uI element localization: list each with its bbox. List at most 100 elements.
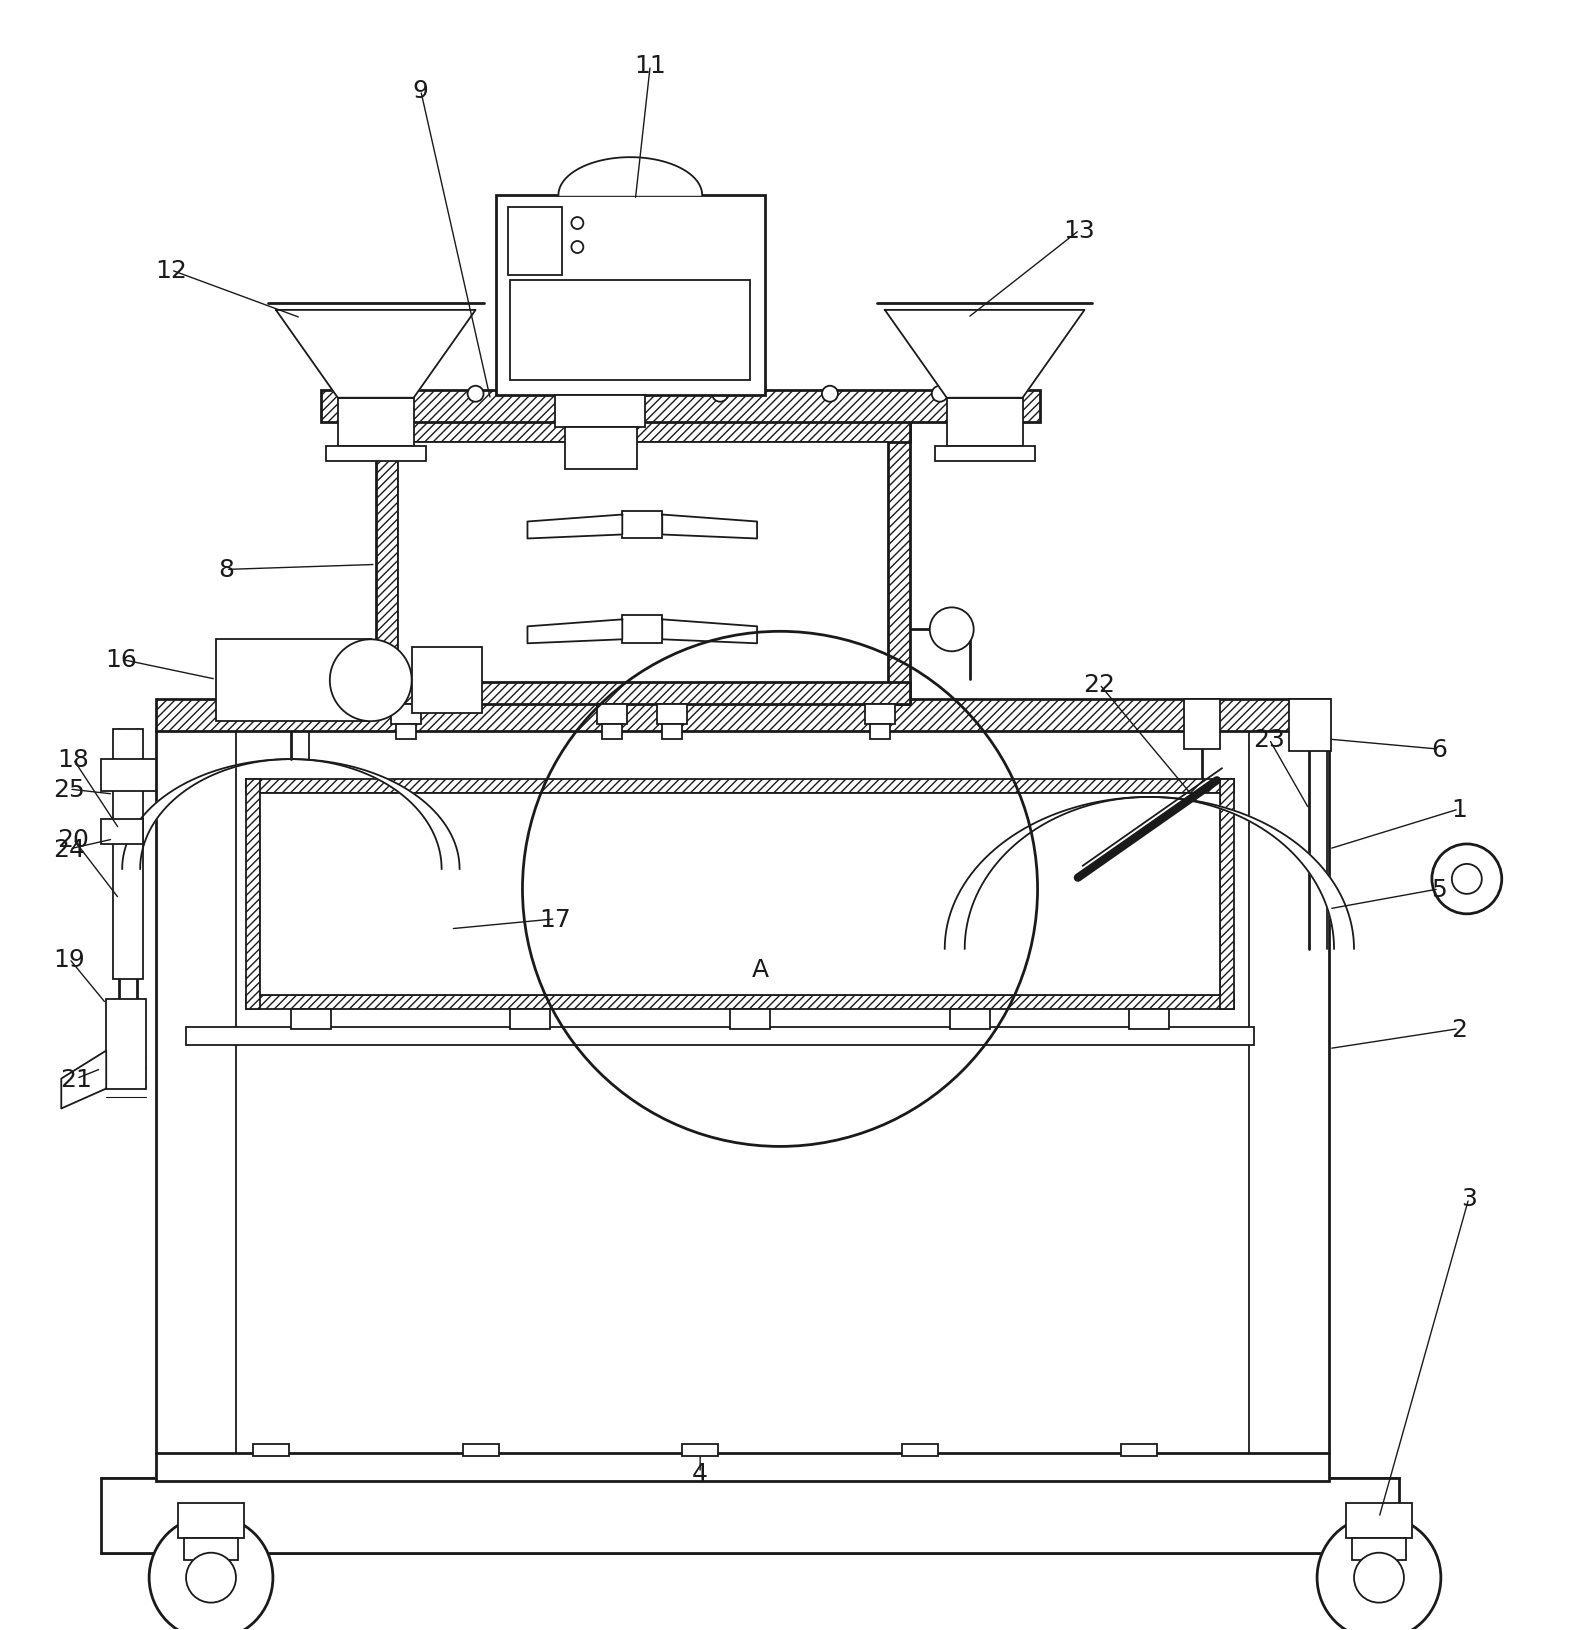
Bar	[1129, 1009, 1169, 1029]
Polygon shape	[945, 797, 1354, 949]
Bar	[1347, 1503, 1412, 1537]
Circle shape	[382, 386, 398, 403]
Bar	[902, 1444, 937, 1456]
Bar	[657, 704, 687, 725]
Polygon shape	[122, 760, 460, 869]
Polygon shape	[276, 311, 476, 398]
Bar	[869, 725, 890, 740]
Bar	[246, 779, 260, 1009]
Polygon shape	[558, 158, 703, 196]
Bar	[864, 704, 895, 725]
Bar	[565, 427, 638, 469]
Bar	[376, 421, 398, 704]
Text: 8: 8	[217, 557, 235, 582]
Circle shape	[1451, 864, 1481, 895]
Bar	[376, 421, 910, 442]
Bar	[511, 1009, 550, 1029]
Text: 22: 22	[1083, 673, 1115, 696]
Circle shape	[149, 1516, 273, 1630]
Text: 11: 11	[634, 54, 666, 78]
Bar	[246, 779, 1234, 794]
Bar	[1185, 699, 1220, 750]
Text: 19: 19	[54, 947, 86, 971]
Bar	[390, 704, 420, 725]
Circle shape	[468, 386, 484, 403]
Bar	[682, 1444, 718, 1456]
Polygon shape	[663, 515, 757, 540]
Bar	[184, 1537, 238, 1560]
Bar	[398, 442, 888, 683]
Text: 17: 17	[539, 908, 571, 931]
Circle shape	[571, 241, 584, 254]
Text: A: A	[752, 957, 769, 981]
Circle shape	[330, 641, 412, 722]
Bar	[376, 683, 910, 704]
Bar	[412, 647, 482, 714]
Text: 24: 24	[54, 838, 86, 861]
Text: 2: 2	[1451, 1017, 1467, 1042]
Circle shape	[931, 386, 948, 403]
Bar	[555, 396, 646, 427]
Circle shape	[573, 386, 588, 403]
Bar	[395, 725, 416, 740]
Text: 4: 4	[691, 1460, 709, 1485]
Text: 1: 1	[1451, 797, 1467, 822]
Text: 25: 25	[54, 778, 86, 802]
Circle shape	[571, 218, 584, 230]
Bar	[155, 699, 1329, 732]
Bar	[113, 730, 143, 980]
Text: 16: 16	[105, 647, 136, 672]
Bar	[888, 421, 910, 704]
Bar	[178, 1503, 244, 1537]
Text: 21: 21	[60, 1068, 92, 1090]
Polygon shape	[885, 311, 1085, 398]
Bar	[186, 1027, 1255, 1045]
Bar	[622, 512, 663, 540]
Circle shape	[712, 386, 728, 403]
Bar	[950, 1009, 990, 1029]
Bar	[511, 280, 750, 380]
Bar	[663, 725, 682, 740]
Bar	[1220, 779, 1234, 1009]
Bar	[106, 999, 146, 1089]
Bar	[603, 725, 622, 740]
Bar	[598, 704, 628, 725]
Bar	[102, 760, 155, 792]
Bar	[155, 1452, 1329, 1482]
Bar	[1121, 1444, 1158, 1456]
Polygon shape	[663, 619, 757, 644]
Circle shape	[822, 386, 837, 403]
Bar	[508, 209, 563, 275]
Bar	[622, 616, 663, 644]
Text: 20: 20	[57, 828, 89, 851]
Text: 5: 5	[1431, 877, 1446, 901]
Polygon shape	[528, 619, 622, 644]
Bar	[252, 1444, 289, 1456]
Bar	[260, 794, 1220, 994]
Text: 3: 3	[1461, 1187, 1477, 1211]
Circle shape	[1354, 1553, 1404, 1602]
Bar	[320, 391, 1039, 422]
Polygon shape	[528, 515, 622, 540]
Text: 12: 12	[155, 259, 187, 282]
Text: 13: 13	[1064, 218, 1096, 243]
Bar	[102, 1478, 1399, 1553]
Bar	[325, 447, 425, 461]
Bar	[934, 447, 1034, 461]
Text: 23: 23	[1253, 727, 1285, 751]
Circle shape	[1316, 1516, 1440, 1630]
Bar	[102, 820, 143, 844]
Bar	[216, 641, 371, 722]
Text: 9: 9	[412, 80, 428, 103]
Text: 6: 6	[1431, 738, 1446, 761]
Bar	[338, 398, 414, 447]
Bar	[495, 196, 764, 396]
Bar	[463, 1444, 498, 1456]
Text: 18: 18	[57, 748, 89, 771]
Bar	[246, 994, 1234, 1009]
Circle shape	[1432, 844, 1502, 914]
Bar	[1351, 1537, 1405, 1560]
Bar	[730, 1009, 771, 1029]
Polygon shape	[62, 1051, 106, 1108]
Circle shape	[186, 1553, 236, 1602]
